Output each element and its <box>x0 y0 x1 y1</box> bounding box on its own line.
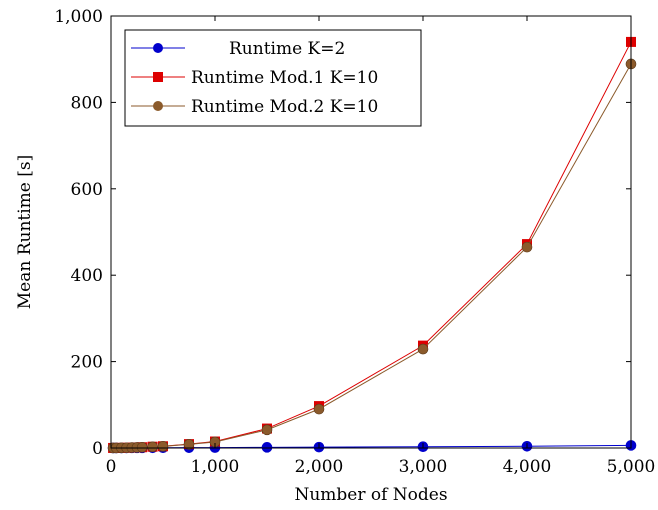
legend-label: Runtime K=2 <box>229 39 345 59</box>
x-tick-label: 0 <box>106 457 117 477</box>
legend-marker <box>153 43 163 53</box>
x-tick-label: 2,000 <box>295 457 344 477</box>
x-tick-label: 5,000 <box>607 457 656 477</box>
legend: Runtime K=2 Runtime Mod.1 K=10 Runtime Mod… <box>124 29 422 127</box>
legend-entry: Runtime Mod.2 K=10 <box>131 97 378 117</box>
y-tick-label: 400 <box>71 266 103 286</box>
y-tick-label: 200 <box>71 353 103 373</box>
x-axis-label: Number of Nodes <box>294 485 447 505</box>
legend-entry: Runtime Mod.1 K=10 <box>131 68 378 88</box>
legend-label: Runtime Mod.2 K=10 <box>191 97 378 117</box>
legend-marker <box>153 101 163 111</box>
data-point <box>147 441 158 453</box>
data-point <box>183 439 195 450</box>
data-point <box>261 424 273 436</box>
data-point <box>157 441 169 452</box>
y-tick-label: 0 <box>92 439 103 459</box>
data-point <box>521 241 533 253</box>
x-axis-ticks: 0 1,000 2,000 3,000 4,000 5,000 <box>106 16 656 477</box>
x-tick-label: 4,000 <box>503 457 552 477</box>
legend-marker <box>153 72 163 82</box>
data-point <box>417 343 429 355</box>
y-axis-label: Mean Runtime [s] <box>15 155 35 310</box>
x-tick-label: 1,000 <box>191 457 240 477</box>
data-point <box>313 403 325 415</box>
data-point <box>261 442 273 453</box>
data-point <box>136 441 148 453</box>
y-tick-label: 600 <box>71 180 103 200</box>
legend-label: Runtime Mod.1 K=10 <box>191 68 378 88</box>
legend-box <box>124 29 422 127</box>
x-tick-label: 3,000 <box>399 457 448 477</box>
y-tick-label: 800 <box>71 93 103 113</box>
y-axis-ticks: 0 200 400 600 800 1,000 <box>54 7 631 459</box>
legend-entry: Runtime K=2 <box>131 39 345 59</box>
axes <box>110 15 632 449</box>
plot-frame <box>110 15 632 449</box>
y-tick-label: 1,000 <box>54 7 103 27</box>
